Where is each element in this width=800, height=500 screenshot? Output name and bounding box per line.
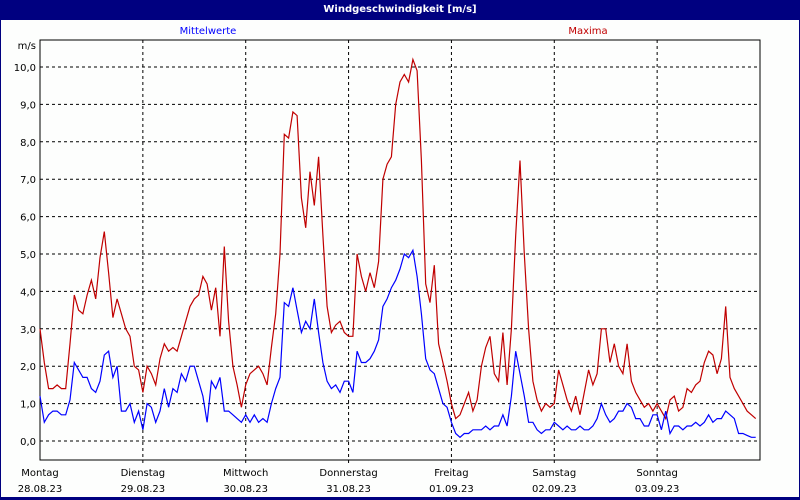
legend-mittelwerte: Mittelwerte [180,26,237,37]
y-tick-label: 10,0 [14,63,36,74]
y-tick-label: 1,0 [20,400,36,411]
y-tick-label: 6,0 [20,213,36,224]
y-tick-label: 4,0 [20,287,36,298]
x-date-label: 02.09.23 [532,484,577,495]
x-date-label: 03.09.23 [635,484,680,495]
y-tick-label: 5,0 [20,250,36,261]
series-line-mittelwerte [39,248,756,439]
x-day-label: Donnerstag [319,468,377,479]
x-date-label: 30.08.23 [223,484,268,495]
y-tick-label: 7,0 [20,175,36,186]
y-tick-label: 3,0 [20,325,36,336]
x-day-label: Dienstag [121,468,166,479]
x-date-label: 28.08.23 [18,484,63,495]
x-day-label: Samstag [532,468,576,479]
x-day-label: Freitag [434,468,468,479]
x-day-label: Sonntag [636,468,678,479]
legend-maxima: Maxima [568,26,607,37]
y-axis-unit: m/s [18,41,36,52]
y-tick-label: 9,0 [20,100,36,111]
x-date-label: 31.08.23 [326,484,371,495]
x-day-label: Montag [21,468,58,479]
x-day-label: Mittwoch [223,468,268,479]
y-tick-label: 0,0 [20,437,36,448]
x-date-label: 01.09.23 [429,484,474,495]
y-tick-label: 2,0 [20,362,36,373]
window-title: Windgeschwindigkeit [m/s] [323,4,477,15]
y-tick-label: 8,0 [20,138,36,149]
series-line-maxima [39,57,757,421]
plot-frame [39,39,761,461]
x-date-label: 29.08.23 [121,484,166,495]
